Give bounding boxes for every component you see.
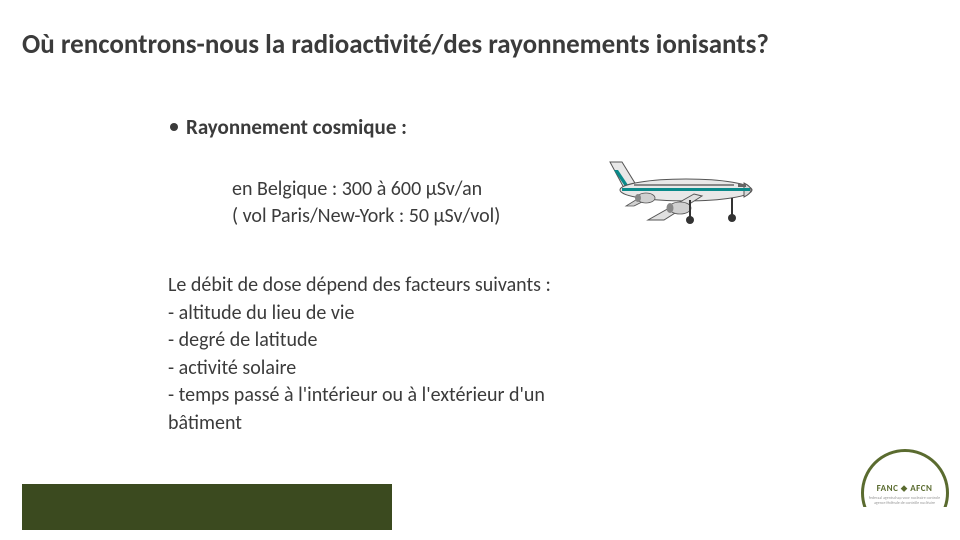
- footer-bar: [22, 484, 392, 530]
- cosmic-line-1: en Belgique : 300 à 600 µSv/an: [232, 176, 500, 203]
- factors-list: Le débit de dose dépend des facteurs sui…: [168, 272, 668, 438]
- cosmic-values: en Belgique : 300 à 600 µSv/an ( vol Par…: [232, 176, 500, 230]
- cosmic-line-2: ( vol Paris/New-York : 50 µSv/vol): [232, 203, 500, 230]
- factor-5: bâtiment: [168, 410, 668, 438]
- airplane-icon: [604, 150, 764, 240]
- bullet-item: Rayonnement cosmique :: [170, 114, 407, 140]
- bullet-label: Rayonnement cosmique :: [186, 114, 407, 140]
- logo-subtext: federaal agentschap voor nucleaire contr…: [857, 497, 952, 507]
- factor-1: - altitude du lieu de vie: [168, 300, 668, 328]
- logo-main-text: FANC ⬥ AFCN: [857, 483, 952, 494]
- bullet-marker: [170, 123, 178, 131]
- agency-logo: FANC ⬥ AFCN federaal agentschap voor nuc…: [857, 445, 952, 540]
- factors-intro: Le débit de dose dépend des facteurs sui…: [168, 272, 668, 300]
- slide-title: Où rencontrons-nous la radioactivité/des…: [22, 28, 769, 61]
- factor-4: - temps passé à l'intérieur ou à l'extér…: [168, 382, 668, 410]
- factor-3: - activité solaire: [168, 355, 668, 383]
- factor-2: - degré de latitude: [168, 327, 668, 355]
